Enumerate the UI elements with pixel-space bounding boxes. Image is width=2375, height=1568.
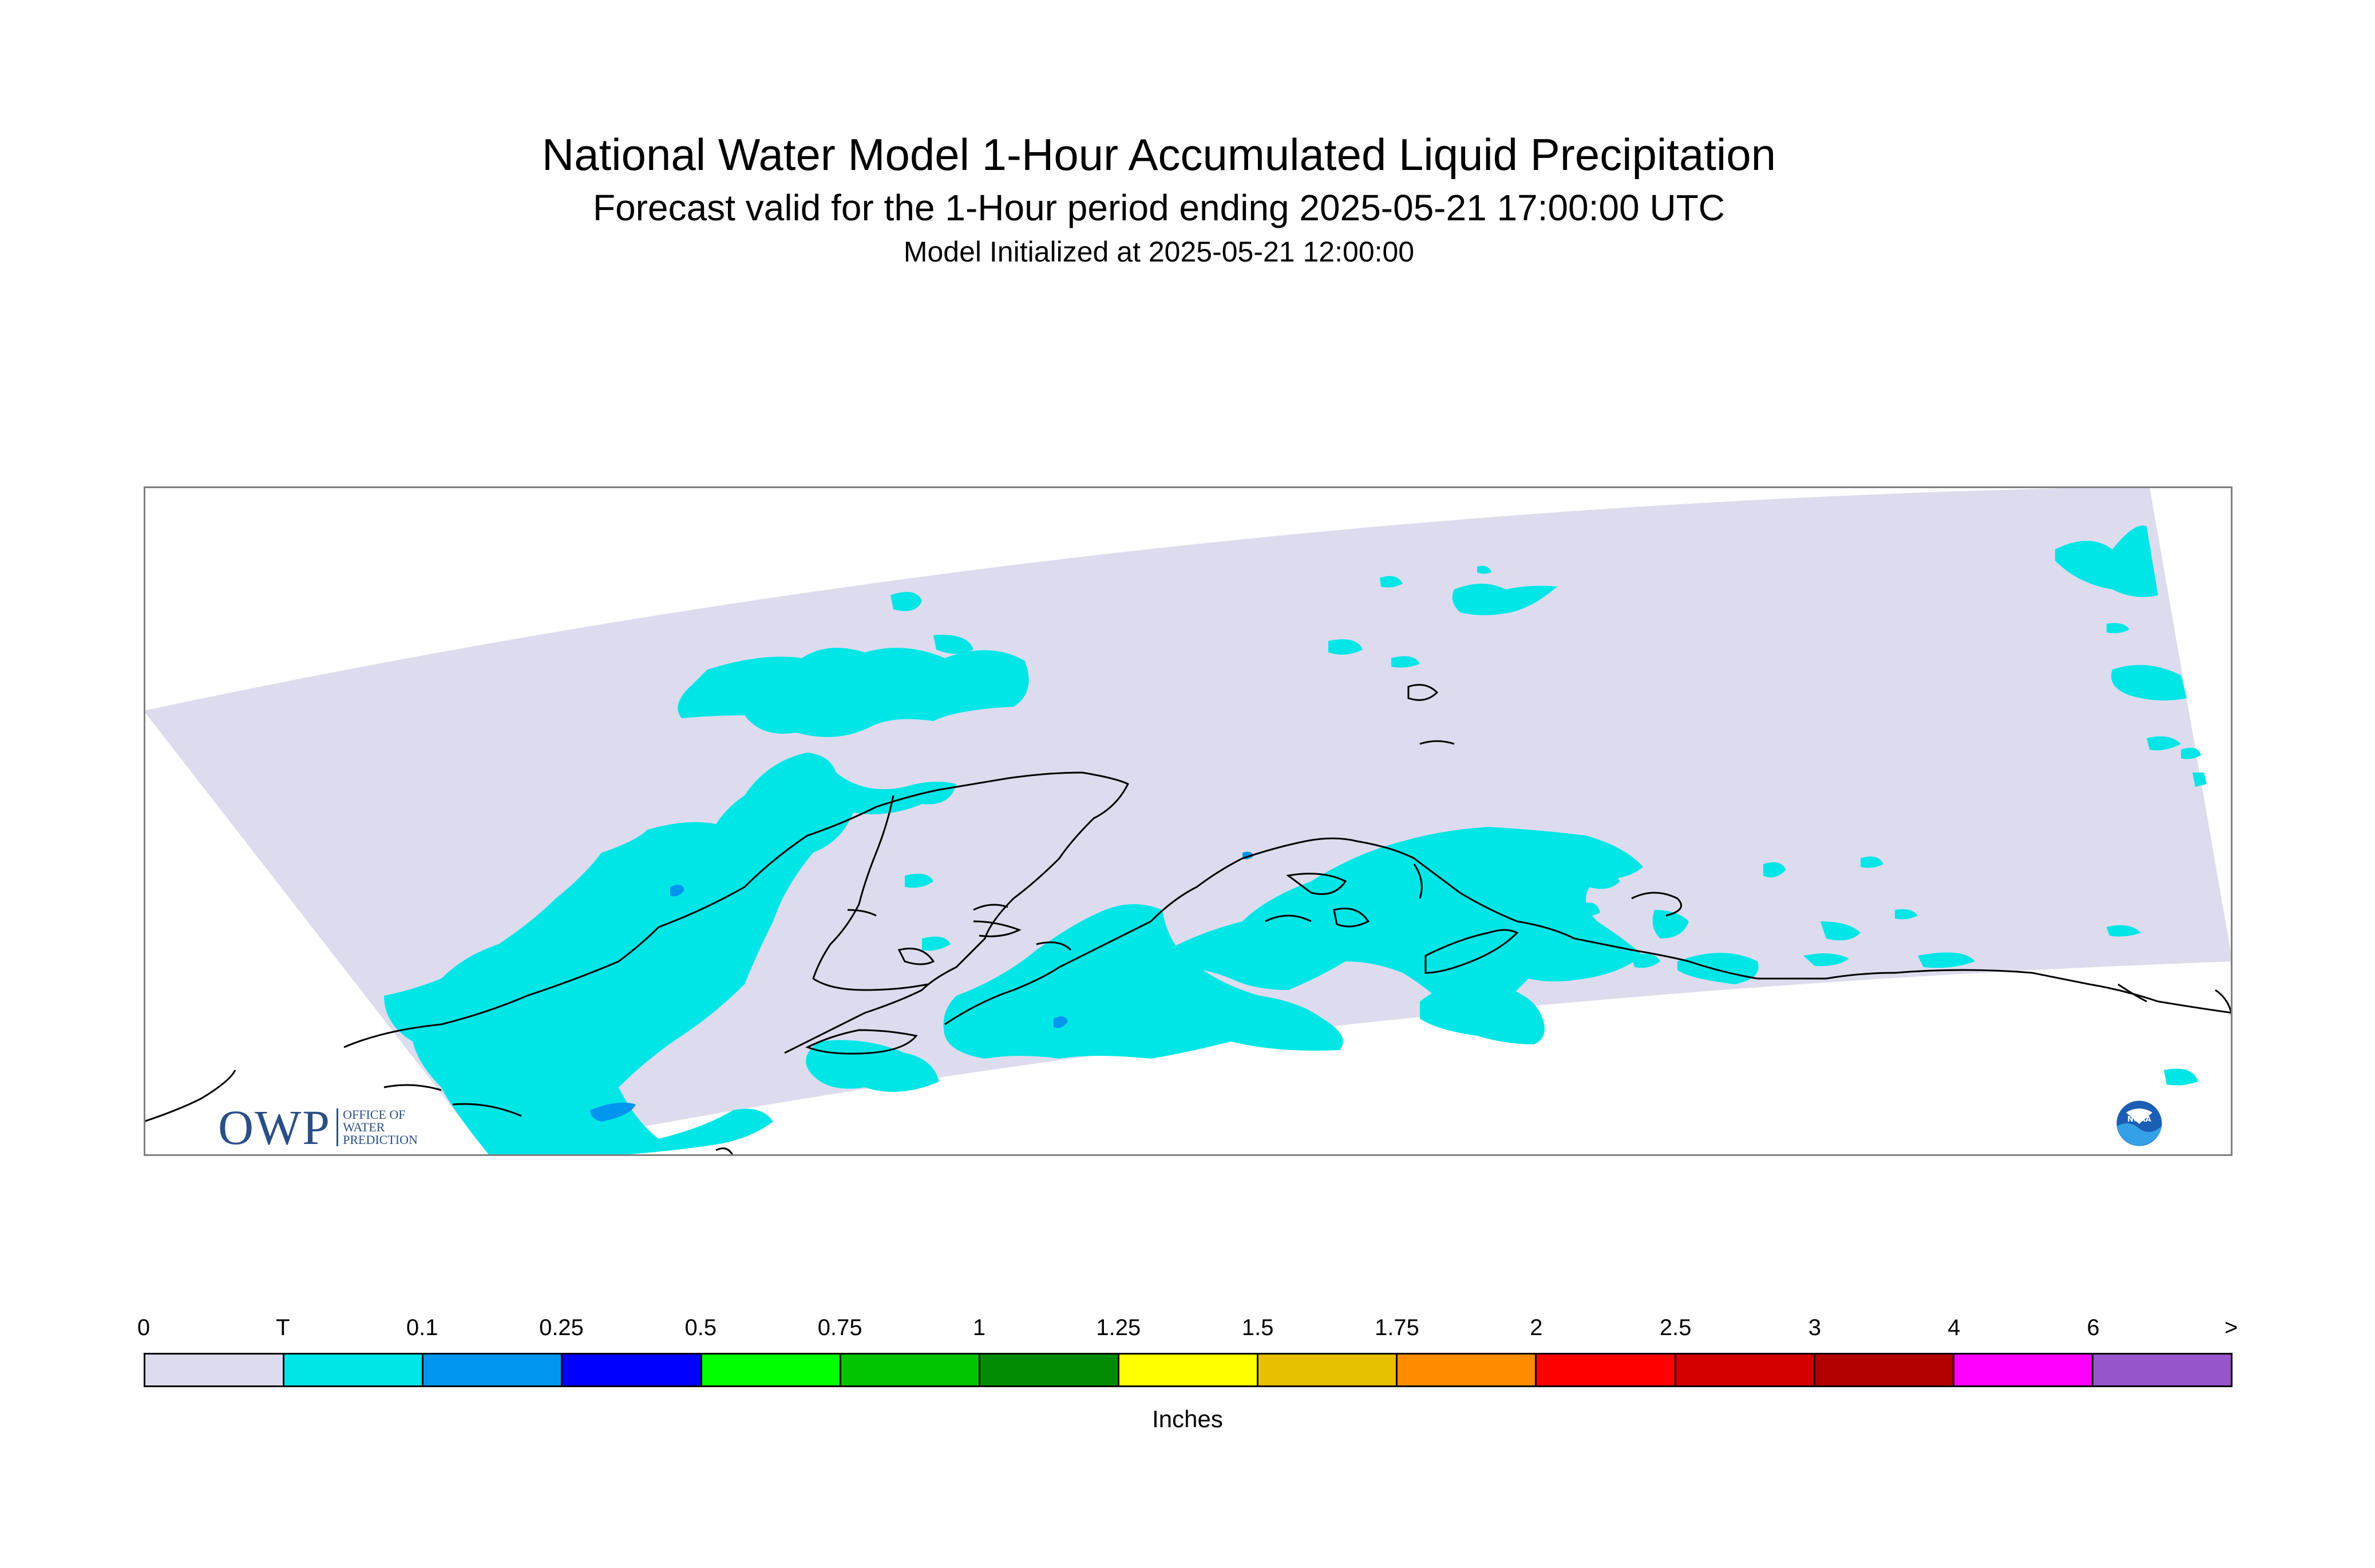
legend-swatch-6 <box>980 1355 1119 1385</box>
model-initialized-label: Model Initialized at 2025-05-21 12:00:00 <box>903 236 1415 268</box>
owp-logo: OWP OFFICE OF WATER PREDICTION <box>218 1100 418 1155</box>
legend-label-11: 2.5 <box>1659 1315 1692 1340</box>
legend-swatch-9 <box>1398 1355 1537 1385</box>
map-title: National Water Model 1-Hour Accumulated … <box>541 129 1776 180</box>
legend-swatch-0 <box>145 1355 285 1385</box>
legend-swatch-8 <box>1258 1355 1398 1385</box>
legend-swatch-14 <box>2093 1355 2231 1385</box>
legend-label-13: 4 <box>1948 1315 1961 1340</box>
forecast-valid-subtitle: Forecast valid for the 1-Hour period end… <box>592 187 1725 228</box>
legend-label-0: 0 <box>137 1315 151 1340</box>
legend-swatch-5 <box>841 1355 980 1385</box>
legend-label-6: 1 <box>972 1315 986 1340</box>
coastlines <box>144 684 2232 1156</box>
legend-label-8: 1.5 <box>1241 1315 1274 1340</box>
legend-label-15: > <box>2224 1315 2238 1340</box>
legend-swatch-4 <box>702 1355 841 1385</box>
legend-swatch-2 <box>423 1355 563 1385</box>
legend-label-1: T <box>276 1315 290 1340</box>
light-precip-cells <box>590 852 1254 1122</box>
owp-logo-subtext: OFFICE OF WATER PREDICTION <box>337 1108 418 1146</box>
legend-swatch-3 <box>563 1355 702 1385</box>
owp-logo-letters: OWP <box>218 1100 331 1155</box>
legend-label-10: 2 <box>1530 1315 1543 1340</box>
map-frame <box>144 486 2232 1156</box>
legend-colorbar <box>144 1353 2232 1387</box>
legend-label-12: 3 <box>1808 1315 1822 1340</box>
legend-labels: 0 T 0.1 0.25 0.5 0.75 1 1.25 1.5 1.75 2 2.5 3 4 6 > <box>0 1313 2375 1348</box>
noaa-logo-text: NOAA <box>2127 1115 2151 1124</box>
legend-swatch-13 <box>1954 1355 2093 1385</box>
legend-swatch-1 <box>284 1355 424 1385</box>
legend-swatch-11 <box>1676 1355 1815 1385</box>
owp-logo-line-3: PREDICTION <box>343 1133 418 1147</box>
legend-label-4: 0.5 <box>684 1315 717 1340</box>
legend-label-14: 6 <box>2087 1315 2100 1340</box>
legend-label-3: 0.25 <box>539 1315 584 1340</box>
legend-label-2: 0.1 <box>406 1315 438 1340</box>
legend-units: Inches <box>1152 1405 1223 1432</box>
precipitation-map <box>144 486 2232 1156</box>
legend-label-7: 1.25 <box>1096 1315 1141 1340</box>
legend-swatch-10 <box>1537 1355 1676 1385</box>
owp-logo-line-1: OFFICE OF <box>343 1107 406 1122</box>
owp-logo-line-2: WATER <box>343 1120 385 1134</box>
legend-swatch-7 <box>1119 1355 1259 1385</box>
legend-label-5: 0.75 <box>817 1315 862 1340</box>
noaa-logo-icon: NOAA <box>2115 1099 2164 1148</box>
legend-swatch-12 <box>1815 1355 1954 1385</box>
legend-label-9: 1.75 <box>1375 1315 1419 1340</box>
